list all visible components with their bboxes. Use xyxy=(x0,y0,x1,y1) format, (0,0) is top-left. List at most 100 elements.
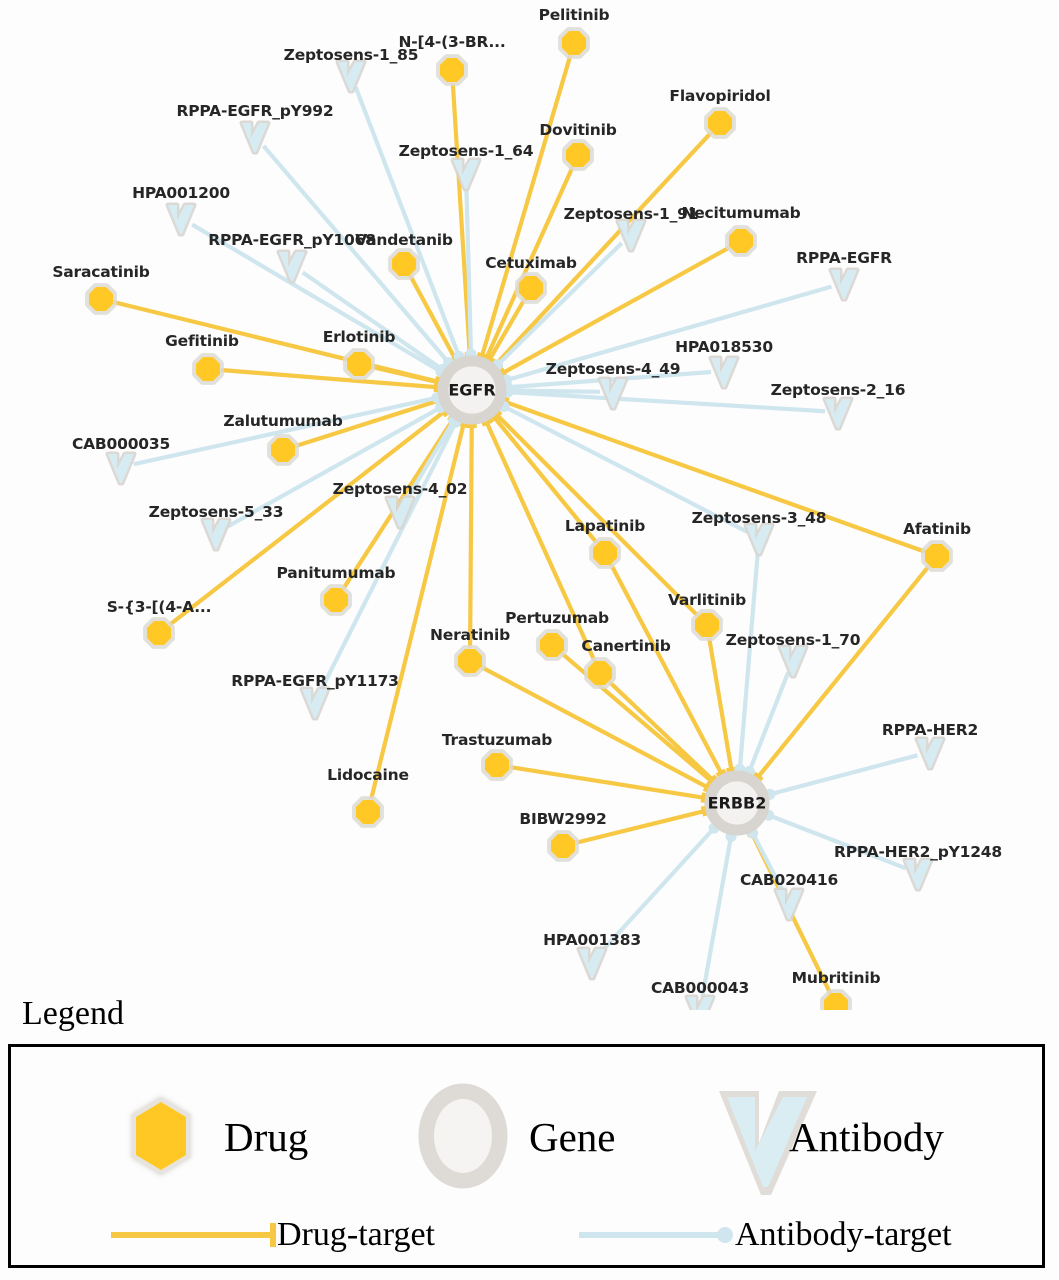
drug-node[interactable] xyxy=(725,225,757,257)
antibody-node[interactable] xyxy=(299,686,331,721)
legend-antibody-label: Antibody xyxy=(789,1114,944,1160)
antibody-target-edge xyxy=(353,86,462,358)
gene-label-egfr: EGFR xyxy=(448,380,496,400)
drug-node[interactable] xyxy=(454,645,486,677)
drug-glyph xyxy=(925,544,949,568)
antibody-target-edge xyxy=(507,388,601,394)
drug-glyph xyxy=(588,661,612,685)
antibody-target-edge xyxy=(318,421,458,692)
antibody-target-edge xyxy=(507,390,826,414)
antibody-node[interactable] xyxy=(615,218,647,253)
drug-node[interactable] xyxy=(562,139,594,171)
antibody-target-edge xyxy=(737,550,761,770)
gene-label-erbb2: ERBB2 xyxy=(707,793,767,813)
antibody-node[interactable] xyxy=(777,644,809,679)
antibody-glyph xyxy=(825,399,851,428)
drug-node[interactable] xyxy=(558,27,590,59)
antibody-glyph xyxy=(600,379,626,408)
legend-antibody-target-edge xyxy=(579,1227,733,1243)
antibody-glyph xyxy=(917,739,943,768)
antibody-glyph xyxy=(687,997,713,1010)
drug-glyph xyxy=(485,753,509,777)
drug-node[interactable] xyxy=(436,54,468,86)
network-graph-canvas[interactable] xyxy=(0,0,1059,1010)
drug-target-edge xyxy=(495,413,700,618)
drug-target-edge xyxy=(484,421,597,663)
antibody-node[interactable] xyxy=(914,736,946,771)
drug-target-edge xyxy=(294,398,439,449)
antibody-glyph xyxy=(453,160,479,189)
antibody-node[interactable] xyxy=(200,517,232,552)
antibody-node[interactable] xyxy=(708,355,740,390)
drug-node[interactable] xyxy=(820,989,852,1010)
drug-node[interactable] xyxy=(320,584,352,616)
drug-target-edge xyxy=(756,564,931,778)
drug-glyph xyxy=(562,31,586,55)
drug-node[interactable] xyxy=(267,434,299,466)
antibody-glyph xyxy=(780,647,806,676)
drug-edge-cap xyxy=(481,418,493,427)
antibody-node[interactable] xyxy=(450,157,482,192)
antibody-target-edge xyxy=(226,405,442,529)
drug-node[interactable] xyxy=(343,348,375,380)
drug-node[interactable] xyxy=(589,537,621,569)
drug-glyph xyxy=(147,621,171,645)
antibody-node[interactable] xyxy=(384,495,416,530)
drug-node[interactable] xyxy=(515,272,547,304)
drug-target-edge xyxy=(371,364,438,384)
drug-edge-cap xyxy=(492,410,503,421)
antibody-node[interactable] xyxy=(239,120,271,155)
antibody-node[interactable] xyxy=(822,396,854,431)
antibody-node[interactable] xyxy=(576,946,608,981)
antibody-glyph xyxy=(618,221,644,250)
drug-node[interactable] xyxy=(584,657,616,689)
antibody-node[interactable] xyxy=(165,202,197,237)
drug-node[interactable] xyxy=(192,353,224,385)
drug-glyph xyxy=(566,143,590,167)
antibody-node[interactable] xyxy=(276,249,308,284)
drug-node[interactable] xyxy=(536,629,568,661)
drug-glyph xyxy=(551,834,575,858)
antibody-node[interactable] xyxy=(902,857,934,892)
antibody-target-edge xyxy=(404,419,456,501)
drug-glyph xyxy=(324,588,348,612)
antibody-node[interactable] xyxy=(597,376,629,411)
antibody-node[interactable] xyxy=(335,59,367,94)
drug-target-edge xyxy=(502,245,731,375)
legend-drug-label: Drug xyxy=(224,1114,309,1160)
drug-target-edge xyxy=(480,54,573,357)
antibody-node[interactable] xyxy=(684,994,716,1010)
antibody-node[interactable] xyxy=(828,267,860,302)
drug-node[interactable] xyxy=(481,749,513,781)
gene-node-erbb2[interactable] xyxy=(704,770,770,836)
drug-node[interactable] xyxy=(352,796,384,828)
antibody-glyph xyxy=(387,498,413,527)
antibody-glyph xyxy=(711,358,737,387)
drug-glyph xyxy=(271,438,295,462)
antibody-node[interactable] xyxy=(743,522,775,557)
drug-node[interactable] xyxy=(143,617,175,649)
drug-node[interactable] xyxy=(691,609,723,641)
drug-glyph xyxy=(356,800,380,824)
drug-target-edge xyxy=(505,400,926,554)
antibody-target-edge xyxy=(301,270,444,372)
gene-ring xyxy=(437,355,507,425)
drug-glyph xyxy=(458,649,482,673)
drug-target-edge xyxy=(493,416,599,545)
antibody-glyph xyxy=(579,949,605,978)
gene-fill xyxy=(448,366,496,414)
antibody-node[interactable] xyxy=(773,887,805,922)
drug-node[interactable] xyxy=(388,248,420,280)
nodes-layer xyxy=(85,27,953,1010)
drug-node[interactable] xyxy=(704,107,736,139)
legend-drug-target-edge xyxy=(111,1223,276,1247)
antibody-glyph xyxy=(108,454,134,483)
drug-node[interactable] xyxy=(921,540,953,572)
legend-gene-label: Gene xyxy=(529,1114,616,1160)
antibody-node[interactable] xyxy=(105,451,137,486)
drug-target-edge xyxy=(494,131,713,366)
drug-node[interactable] xyxy=(85,283,117,315)
drug-node[interactable] xyxy=(547,830,579,862)
drug-target-edge xyxy=(707,637,734,770)
gene-node-egfr[interactable] xyxy=(437,355,507,425)
